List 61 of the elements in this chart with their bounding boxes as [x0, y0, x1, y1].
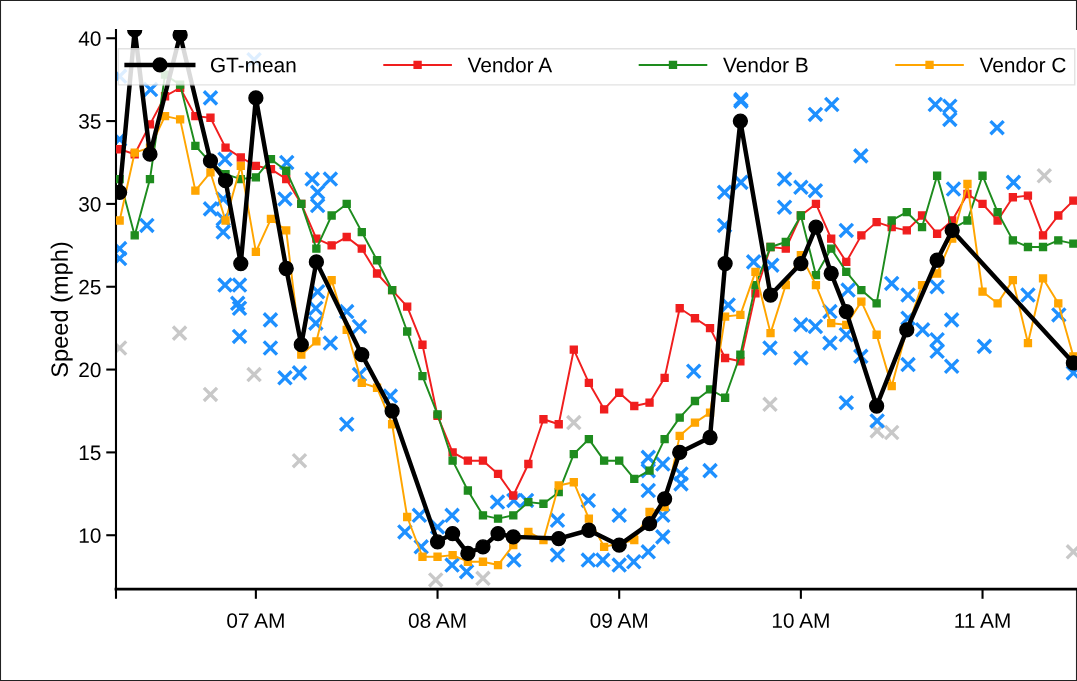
point: [808, 219, 824, 235]
y-tick-label: 30: [79, 196, 101, 212]
legend-label: Vendor B: [723, 57, 808, 73]
point: [444, 525, 461, 542]
point: [761, 396, 779, 413]
point: [823, 265, 839, 282]
y-tick-label: 20: [79, 362, 101, 378]
point: [611, 537, 627, 553]
point: [172, 29, 188, 43]
x-tick-label: 07 AM: [227, 613, 284, 628]
point: [248, 90, 264, 106]
point: [354, 347, 370, 363]
x-tick-label: 10 AM: [772, 613, 829, 628]
point: [474, 570, 492, 587]
point: [868, 398, 885, 414]
point: [278, 260, 294, 277]
point: [308, 254, 325, 270]
point: [793, 255, 809, 272]
x-tick-label: 08 AM: [408, 613, 466, 628]
point: [929, 252, 945, 268]
point: [702, 429, 718, 446]
point: [899, 322, 915, 338]
point: [427, 571, 444, 589]
y-tick-label: 40: [78, 31, 101, 46]
y-tick-label: 35: [79, 114, 101, 129]
point: [233, 255, 249, 272]
x-tick-label: 11 AM: [955, 613, 1010, 628]
point: [944, 222, 960, 239]
point: [202, 153, 219, 169]
point: [460, 545, 476, 562]
point: [505, 529, 521, 545]
point: [171, 324, 188, 342]
point: [762, 287, 779, 303]
x-tick-label: 09 AM: [590, 613, 648, 628]
point: [641, 515, 658, 532]
y-axis-title: Speed (mph): [50, 242, 73, 377]
point: [1036, 167, 1053, 184]
point: [551, 530, 567, 547]
y-tick-label: 10: [79, 528, 101, 543]
point: [656, 491, 673, 507]
y-tick-label: 25: [79, 279, 101, 295]
point: [429, 534, 446, 550]
point: [581, 522, 597, 538]
legend-label: Vendor A: [467, 57, 553, 73]
legend-label: Vendor C: [979, 57, 1066, 73]
point: [672, 444, 688, 461]
point: [717, 255, 733, 272]
point: [475, 539, 491, 555]
legend-label: GT-mean: [210, 57, 296, 73]
point: [732, 113, 749, 129]
point: [293, 337, 309, 353]
y-tick-label: 15: [79, 445, 101, 461]
point: [384, 403, 400, 419]
point: [291, 452, 308, 469]
point: [838, 303, 854, 320]
point: [217, 173, 234, 189]
point: [565, 414, 583, 431]
point: [202, 386, 219, 403]
point: [245, 366, 263, 383]
point: [490, 525, 506, 542]
point: [142, 146, 158, 162]
